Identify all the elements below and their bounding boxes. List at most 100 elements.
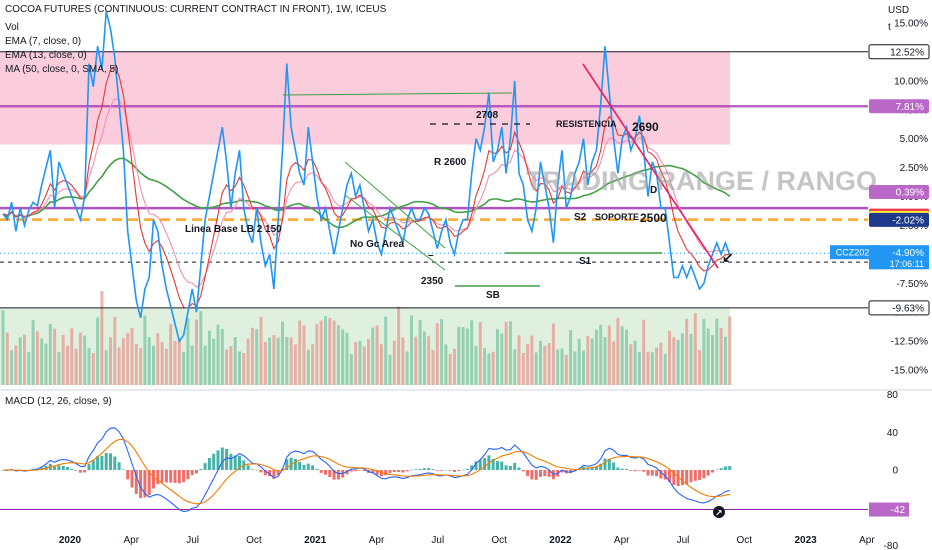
macd-hist-bar [474,461,478,470]
macd-hist-bar [728,466,732,470]
volume-bar [723,336,727,385]
chart-title: COCOA FUTURES (CONTINUOUS: CURRENT CONTR… [5,4,387,15]
price-tick-label: 5.00% [900,134,928,145]
volume-bar [302,325,306,385]
volume-bar [263,342,267,385]
volume-bar [706,328,710,385]
volume-bar [306,349,310,385]
volume-bar [625,329,628,385]
macd-hist-bar [311,465,315,470]
legend-ma50[interactable]: MA (50, close, 0, SMA, 5) [5,64,119,75]
macd-hist-bar [225,448,229,470]
volume-bar [74,348,78,385]
volume-bar [422,331,426,385]
volume-bar [134,343,138,385]
volume-bar [513,349,517,385]
volume-bar [229,346,233,385]
macd-hist-bar [216,450,220,470]
macd-hist-bar [246,465,250,470]
macd-hist-bar [680,470,684,486]
x-tick-label: Apr [369,535,385,546]
macd-hist-bar [349,470,353,472]
volume-bar [672,337,676,385]
macd-hist-bar [104,452,108,470]
macd-hist-bar [698,470,702,480]
macd-hist-bar [220,447,224,470]
label-sb: SB [486,290,500,301]
macd-hist-bar [517,467,521,470]
volume-bar [582,350,585,385]
volume-bar [715,318,719,385]
macd-hist-bar [152,470,155,489]
last-price-change: -4.90% [892,248,924,259]
volume-bar [668,330,671,385]
volume-bar [40,338,44,385]
macd-hist-bar [164,470,168,483]
macd-hist-bar [422,468,426,470]
level-badge-label: 7.81% [896,102,924,113]
volume-bar [534,352,538,385]
volume-bar [143,315,147,385]
price-tick-label: -7.50% [896,279,928,290]
legend-ema13[interactable]: EMA (13, close, 0) [5,50,87,61]
macd-hist-bar [298,461,302,470]
volume-bar [61,335,65,385]
volume-bar [702,319,706,385]
macd-hist-bar [392,470,396,472]
ema7-line [2,65,730,309]
volume-bar [392,340,396,385]
volume-bar [164,348,168,385]
level-badge-label: 0.39% [896,188,924,199]
axes-layer: 15.00%12.50%10.00%7.50%5.00%2.50%0.00%-2… [59,19,930,550]
macd-hist-bar [530,470,534,480]
macd-hist-bar [397,470,401,472]
macd-hist-bar [668,470,671,482]
macd-hist-bar [448,470,452,471]
level-badge: 7.81% [869,99,929,114]
volume-bar [457,326,461,385]
x-tick-label: Jul [431,535,444,546]
volume-bar [190,345,194,385]
macd-hist-bar [676,470,680,486]
volume-bar [87,347,91,385]
macd-hist-bar [328,470,332,478]
volume-bar [216,324,220,385]
macd-hist-bar [302,464,306,470]
macd-tick-label: 40 [887,428,899,439]
volume-bar [427,336,431,385]
macd-hist-bar [599,463,603,470]
series-layer [2,11,731,343]
macd-hist-bar [263,470,267,476]
legend-vol[interactable]: Vol [5,22,19,33]
label-dash: – [428,250,434,261]
volume-bar [104,350,108,385]
volume-bar [311,344,315,385]
volume-bar [577,338,581,385]
legend-ema7[interactable]: EMA (7, close, 0) [5,36,82,47]
legend-macd[interactable]: MACD (12, 26, close, 9) [5,396,112,407]
macd-hist-bar [358,470,362,471]
resistencia-label: RESISTENCIA [556,119,617,129]
macd-hist-bar [96,456,100,470]
macd-tick-label: 80 [887,390,899,401]
volume-bar [504,321,508,385]
x-tick-label: 2023 [794,535,817,546]
macd-hist-bar [513,462,517,470]
volume-bar [375,325,379,385]
macd-hist-bar [496,461,499,470]
macd-hist-bar [478,459,482,470]
macd-hist-bar [633,470,637,472]
volume-bar [543,345,547,385]
volume-bar [470,320,474,385]
trendline [582,63,719,269]
last-price-countdown: 17:06:11 [890,259,924,269]
volume-bar [298,320,302,385]
macd-hist-bar [53,466,57,470]
macd-hist-bar [375,470,379,475]
macd-line [2,427,730,513]
macd-hist-bar [319,470,323,473]
currency-unit: t [888,22,891,33]
macd-hist-bar [130,470,134,488]
label-soporte: SOPORTE [595,212,639,222]
